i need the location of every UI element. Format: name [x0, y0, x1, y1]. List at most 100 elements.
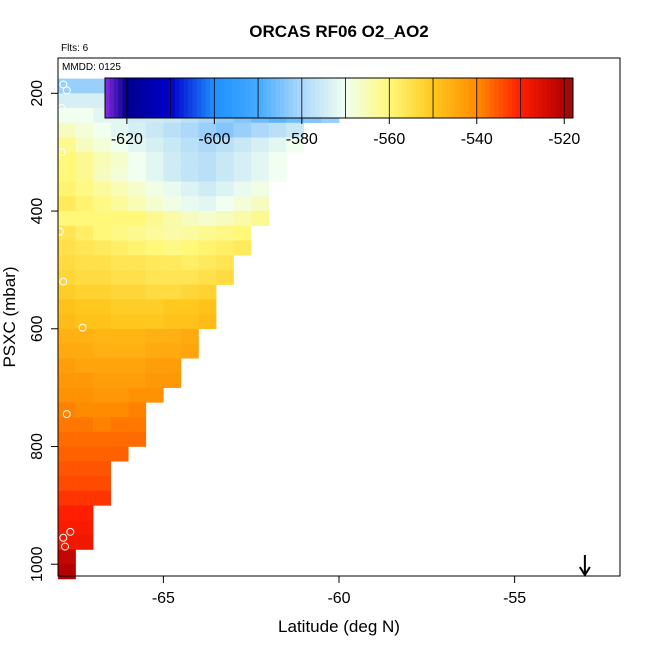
heatmap-cell [75, 490, 94, 506]
heatmap-cell [128, 372, 147, 388]
heatmap-cell [58, 372, 76, 388]
heatmap-cell [93, 461, 111, 477]
colorbar-segment [498, 78, 504, 118]
heatmap-cell [58, 255, 76, 271]
colorbar-segment [148, 78, 154, 118]
heatmap-cell [145, 166, 164, 182]
colorbar-segment [450, 78, 456, 118]
heatmap-cell [163, 299, 182, 315]
colorbar-segment [472, 78, 478, 118]
heatmap-cell [233, 211, 252, 227]
heatmap-cell [128, 417, 147, 433]
heatmap-cell [75, 284, 94, 300]
heatmap-cell [216, 196, 234, 212]
heatmap-cell [145, 255, 164, 271]
heatmap-cell [93, 196, 111, 212]
heatmap-cell [75, 122, 94, 138]
colorbar-segment [122, 78, 128, 118]
colorbar-segment [240, 78, 246, 118]
heatmap-cell [75, 152, 94, 168]
colorbar-tick-label: -580 [286, 131, 318, 148]
heatmap-cell [251, 137, 270, 153]
heatmap-cell [216, 225, 234, 241]
heatmap-cell [180, 152, 199, 168]
heatmap-cell [58, 181, 76, 197]
heatmap-cell [93, 387, 111, 403]
colorbar-segment [437, 78, 443, 118]
heatmap-cell [163, 166, 182, 182]
colorbar-segment [433, 78, 438, 118]
colorbar-segment [564, 78, 570, 118]
heatmap-cell [216, 255, 234, 271]
heatmap-cell [216, 181, 234, 197]
heatmap-cell [75, 196, 94, 212]
colorbar-segment [266, 78, 272, 118]
colorbar-segment [489, 78, 495, 118]
colorbar-segment [284, 78, 290, 118]
heatmap-cell [163, 284, 182, 300]
colorbar-segment [341, 78, 347, 118]
heatmap-cell [163, 196, 182, 212]
x-tick-label: -60 [327, 590, 350, 607]
heatmap-cell [75, 166, 94, 182]
heatmap-cell [286, 122, 305, 138]
colorbar-segment [485, 78, 491, 118]
heatmap-cell [145, 225, 164, 241]
x-axis: -65 -60 -55 [152, 576, 526, 607]
heatmap-cell [145, 196, 164, 212]
heatmap-cell [93, 240, 111, 256]
colorbar-segment [454, 78, 460, 118]
heatmap-cell [58, 564, 76, 580]
heatmap-cell [128, 328, 147, 344]
colorbar-segment [542, 78, 548, 118]
heatmap-cell [58, 417, 76, 433]
heatmap-cell [145, 240, 164, 256]
heatmap-cell [145, 137, 164, 153]
heatmap-cell [180, 314, 199, 330]
heatmap-cell [163, 314, 182, 330]
heatmap-cell [233, 137, 252, 153]
heatmap-cell [93, 284, 111, 300]
colorbar-segment [328, 78, 333, 118]
colorbar-segment [227, 78, 233, 118]
heatmap-cell [180, 284, 199, 300]
heatmap-cell [216, 269, 234, 285]
heatmap-cell [128, 181, 147, 197]
heatmap-cell [58, 152, 76, 168]
heatmap-cell [110, 299, 129, 315]
observation-marker [62, 410, 71, 419]
heatmap-cell [145, 343, 164, 359]
heatmap-cell [58, 358, 76, 374]
heatmap-cell [58, 108, 76, 124]
heatmap-cell [75, 358, 94, 374]
colorbar-segment [196, 78, 202, 118]
heatmap-cell [180, 137, 199, 153]
heatmap-cell [216, 166, 234, 182]
heatmap-cell [93, 269, 111, 285]
heatmap-cell [58, 475, 76, 491]
colorbar-segment [389, 78, 395, 118]
colorbar-segment [424, 78, 430, 118]
heatmap-cell [93, 343, 111, 359]
colorbar-segment [441, 78, 447, 118]
colorbar-segment [568, 78, 574, 118]
heatmap-cell [128, 240, 147, 256]
colorbar-segment [249, 78, 255, 118]
heatmap-cell [198, 122, 217, 138]
heatmap-cell [128, 387, 147, 403]
heatmap-cell [198, 137, 217, 153]
heatmap-cell [93, 255, 111, 271]
heatmap-cell [198, 269, 217, 285]
heatmap-cell [93, 166, 111, 182]
heatmap-cell [145, 299, 164, 315]
heatmap-cell [58, 431, 76, 447]
colorbar-segment [153, 78, 158, 118]
observation-marker [61, 542, 70, 551]
colorbar-segment [419, 78, 425, 118]
observation-marker [59, 277, 68, 286]
heatmap-cell [180, 196, 199, 212]
heatmap-cell [198, 196, 217, 212]
heatmap-cell [145, 122, 164, 138]
y-tick-label: 800 [29, 433, 46, 460]
colorbar-segment [345, 78, 351, 118]
